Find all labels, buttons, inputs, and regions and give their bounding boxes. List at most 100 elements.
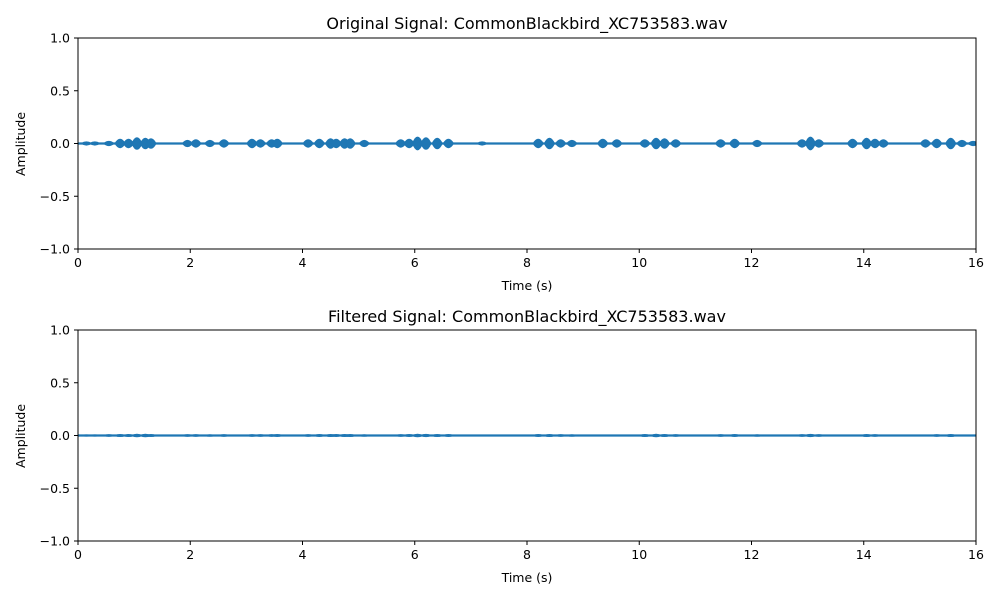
signal-burst — [846, 138, 859, 149]
signal-burst — [271, 138, 283, 149]
x-axis-ticks: 0 2 4 6 8 10 12 14 16 — [74, 249, 984, 270]
x-tick-label: 6 — [411, 255, 419, 270]
y-tick-label: 1.0 — [50, 31, 70, 46]
signal-burst — [88, 141, 101, 146]
signal-burst — [877, 139, 889, 148]
series-waveform — [78, 136, 976, 151]
signal-burst — [566, 139, 578, 148]
x-axis-label: Time (s) — [501, 278, 553, 293]
x-tick-label: 10 — [631, 255, 647, 270]
x-tick-label: 12 — [744, 255, 760, 270]
y-tick-label: −0.5 — [40, 481, 70, 496]
signal-burst — [868, 434, 882, 437]
signal-burst — [357, 434, 372, 437]
y-tick-label: 1.0 — [50, 323, 70, 338]
signal-burst — [103, 140, 115, 147]
signal-burst — [144, 433, 158, 438]
x-axis-ticks: 0 2 4 6 8 10 12 14 16 — [74, 541, 984, 562]
signal-burst — [919, 139, 932, 148]
original-signal-panel: Original Signal: CommonBlackbird_XC75358… — [13, 14, 984, 293]
signal-burst — [931, 138, 943, 149]
x-tick-label: 8 — [523, 255, 531, 270]
signal-burst — [751, 139, 763, 148]
y-tick-label: −0.5 — [40, 189, 70, 204]
y-tick-label: 0.5 — [50, 83, 70, 98]
signal-burst — [343, 433, 357, 438]
signal-burst — [442, 434, 455, 437]
signal-burst — [302, 139, 314, 148]
signal-burst — [189, 434, 203, 437]
x-axis-label: Time (s) — [501, 570, 553, 585]
signal-burst — [431, 137, 443, 150]
x-tick-label: 0 — [74, 547, 82, 562]
signal-burst — [203, 434, 217, 437]
x-tick-label: 6 — [411, 547, 419, 562]
signal-burst — [532, 138, 544, 149]
signal-burst — [358, 139, 370, 148]
signal-burst — [611, 139, 623, 148]
signal-burst — [543, 137, 556, 150]
signal-burst — [102, 434, 116, 437]
x-tick-label: 8 — [523, 547, 531, 562]
signal-burst — [555, 139, 567, 148]
signal-burst — [217, 434, 231, 437]
signal-burst — [543, 433, 556, 438]
signal-burst — [254, 139, 267, 148]
signal-burst — [956, 139, 968, 148]
signal-burst — [597, 138, 609, 149]
series-waveform — [78, 433, 976, 438]
signal-burst — [812, 434, 826, 437]
y-tick-label: −1.0 — [40, 534, 70, 549]
signal-burst — [554, 434, 568, 437]
y-tick-label: 0.0 — [50, 428, 70, 443]
x-tick-label: 4 — [299, 547, 307, 562]
signal-burst — [750, 434, 764, 437]
signal-burst — [344, 138, 356, 149]
x-tick-label: 0 — [74, 255, 82, 270]
signal-burst — [658, 138, 671, 149]
y-tick-label: −1.0 — [40, 242, 70, 257]
signal-burst — [639, 139, 651, 148]
signal-burst — [715, 139, 727, 148]
signal-burst — [944, 433, 958, 438]
signal-burst — [945, 137, 957, 150]
signal-burst — [565, 434, 579, 437]
chart-title: Filtered Signal: CommonBlackbird_XC75358… — [328, 307, 726, 327]
signal-burst — [638, 433, 652, 438]
signal-burst — [967, 140, 976, 147]
plot-area — [78, 136, 976, 151]
chart-title: Original Signal: CommonBlackbird_XC75358… — [326, 14, 727, 34]
filtered-signal-panel: Filtered Signal: CommonBlackbird_XC75358… — [13, 307, 984, 585]
signal-burst — [89, 434, 100, 437]
signal-burst — [430, 433, 444, 438]
signal-burst — [670, 139, 682, 148]
signal-burst — [930, 434, 944, 437]
signal-burst — [531, 434, 545, 437]
x-tick-label: 16 — [968, 255, 984, 270]
x-tick-label: 4 — [299, 255, 307, 270]
y-axis-label: Amplitude — [13, 404, 28, 468]
signal-burst — [476, 141, 489, 146]
x-tick-label: 14 — [856, 255, 872, 270]
signal-burst — [419, 433, 433, 438]
signal-burst — [204, 139, 216, 148]
signal-burst — [442, 138, 455, 149]
signal-burst — [714, 434, 728, 437]
signal-burst — [658, 433, 671, 438]
signal-burst — [312, 434, 326, 437]
y-axis-label: Amplitude — [13, 112, 28, 176]
signal-burst — [669, 434, 683, 437]
signal-burst — [218, 139, 230, 148]
x-tick-label: 2 — [186, 547, 194, 562]
x-tick-label: 10 — [631, 547, 647, 562]
signal-burst — [313, 138, 325, 149]
signal-burst — [190, 139, 202, 148]
signal-burst — [145, 138, 157, 149]
y-axis-ticks: −1.0 −0.5 0.0 0.5 1.0 — [40, 323, 78, 549]
y-tick-label: 0.0 — [50, 136, 70, 151]
y-axis-ticks: −1.0 −0.5 0.0 0.5 1.0 — [40, 31, 78, 257]
signal-burst — [728, 434, 742, 437]
signal-burst — [420, 137, 432, 150]
